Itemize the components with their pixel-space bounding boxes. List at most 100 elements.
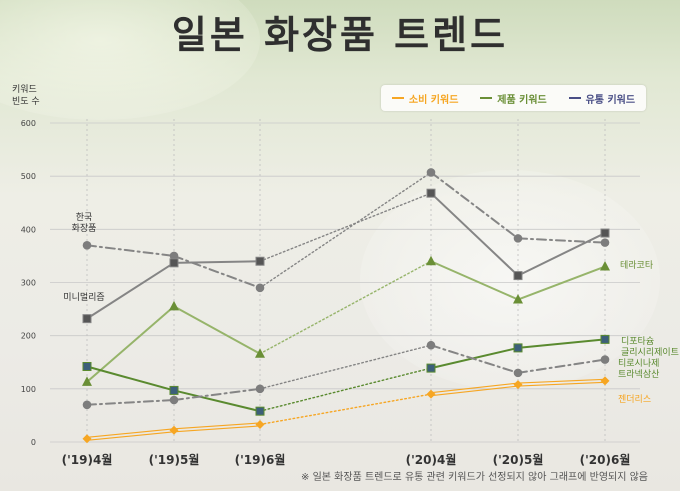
data-point bbox=[169, 300, 179, 311]
series-line bbox=[517, 381, 606, 387]
series-line bbox=[86, 428, 175, 438]
page-title: 일본 화장품 트렌드 bbox=[171, 13, 509, 57]
data-point bbox=[426, 363, 436, 373]
series-label: 글리시리제이트 bbox=[621, 347, 679, 358]
series-line bbox=[430, 344, 519, 374]
series-line bbox=[86, 261, 175, 320]
legend: 소비 키워드 제품 키워드 유통 키워드 bbox=[381, 85, 646, 111]
legend-label: 제품 키워드 bbox=[497, 94, 547, 106]
series-line bbox=[517, 237, 606, 244]
series-line bbox=[259, 393, 432, 426]
data-point bbox=[82, 400, 92, 410]
series-line bbox=[86, 244, 175, 257]
series-line bbox=[430, 385, 519, 397]
series-line bbox=[259, 192, 432, 262]
data-point bbox=[82, 376, 92, 386]
y-tick-label: 300 bbox=[21, 279, 36, 288]
series-line bbox=[430, 346, 519, 370]
series-line bbox=[517, 338, 606, 349]
legend-item-distribution: 유통 키워드 bbox=[568, 91, 636, 106]
data-point bbox=[169, 385, 179, 395]
series-line bbox=[259, 260, 432, 355]
series-label: 테라코타 bbox=[620, 260, 654, 271]
series-line bbox=[173, 254, 261, 289]
data-point bbox=[513, 234, 523, 243]
data-point bbox=[426, 389, 436, 399]
y-tick-label: 200 bbox=[21, 332, 36, 341]
data-point bbox=[426, 168, 436, 177]
data-point bbox=[169, 251, 179, 261]
x-tick-label: ('19)4월 bbox=[62, 452, 113, 467]
footnote: ※ 일본 화장품 트렌드로 유통 관련 키워드가 선정되지 않아 그래프에 반영… bbox=[301, 472, 648, 483]
series-line bbox=[517, 265, 606, 301]
y-axis-label-line: 키워드 bbox=[12, 85, 37, 95]
data-point bbox=[82, 240, 92, 250]
legend-label: 소비 키워드 bbox=[408, 94, 459, 106]
data-point bbox=[255, 283, 265, 293]
marker-layer bbox=[82, 168, 610, 444]
data-point bbox=[82, 434, 92, 444]
grid-layer bbox=[50, 119, 640, 443]
series-line bbox=[173, 422, 261, 430]
legend-swatch bbox=[391, 97, 404, 99]
data-point bbox=[255, 406, 265, 416]
legend-swatch bbox=[480, 97, 493, 99]
y-axis-label: 키워드 빈도 수 bbox=[12, 84, 52, 108]
data-point bbox=[600, 355, 610, 364]
series-line bbox=[430, 382, 519, 394]
data-point bbox=[513, 368, 523, 378]
series-line bbox=[259, 367, 432, 412]
data-point bbox=[600, 228, 610, 238]
x-tick-label: ('19)6월 bbox=[235, 452, 286, 467]
series-label: 트라넥삼산 bbox=[618, 369, 659, 380]
y-tick-label: 0 bbox=[31, 438, 36, 447]
data-point bbox=[255, 384, 265, 394]
legend-item-consumer: 소비 키워드 bbox=[391, 91, 459, 106]
series-label: 젠더리스 bbox=[618, 394, 651, 405]
x-tick-label: ('20)5월 bbox=[493, 452, 544, 467]
data-point bbox=[600, 261, 610, 271]
series-line bbox=[173, 387, 261, 401]
y-tick-label: 500 bbox=[21, 172, 36, 181]
series-label: 디포타슘 bbox=[621, 336, 654, 347]
line-layer bbox=[86, 171, 606, 441]
series-line bbox=[173, 260, 261, 264]
data-point bbox=[169, 425, 179, 435]
data-point bbox=[169, 258, 179, 268]
data-point bbox=[255, 256, 265, 266]
series-line bbox=[86, 398, 175, 406]
x-tick-label: ('19)5월 bbox=[149, 452, 200, 467]
data-point bbox=[513, 271, 523, 281]
series-line bbox=[430, 192, 519, 277]
x-tick-label: ('20)6월 bbox=[580, 452, 631, 467]
series-line bbox=[430, 260, 519, 301]
data-point bbox=[513, 343, 523, 353]
y-tick-label: 400 bbox=[21, 225, 36, 234]
data-point bbox=[513, 294, 523, 304]
series-label: 미니멀리즘 bbox=[63, 291, 104, 303]
series-line bbox=[86, 431, 175, 441]
legend-label: 유통 키워드 bbox=[585, 94, 636, 106]
series-line bbox=[86, 305, 175, 383]
series-line bbox=[517, 358, 606, 374]
data-point bbox=[255, 348, 265, 358]
x-tick-label: ('20)4월 bbox=[406, 452, 457, 467]
data-point bbox=[426, 340, 436, 350]
series-line bbox=[173, 425, 261, 433]
data-point bbox=[82, 362, 92, 372]
data-point bbox=[600, 334, 610, 344]
series-label: 한국 bbox=[76, 212, 93, 223]
axis-layer: 0 100 200 300 400 500 600 ('19)4월 ('19)5월 ('19)6월… bbox=[21, 119, 631, 467]
legend-swatch bbox=[568, 97, 581, 99]
data-point bbox=[600, 238, 610, 247]
series-line bbox=[517, 232, 606, 277]
series-line bbox=[86, 365, 175, 392]
series-line bbox=[259, 171, 432, 289]
y-axis-label-line: 빈도 수 bbox=[12, 97, 40, 107]
data-point bbox=[513, 380, 523, 390]
data-point bbox=[426, 255, 436, 266]
series-label: 티로시나제 bbox=[618, 358, 659, 369]
